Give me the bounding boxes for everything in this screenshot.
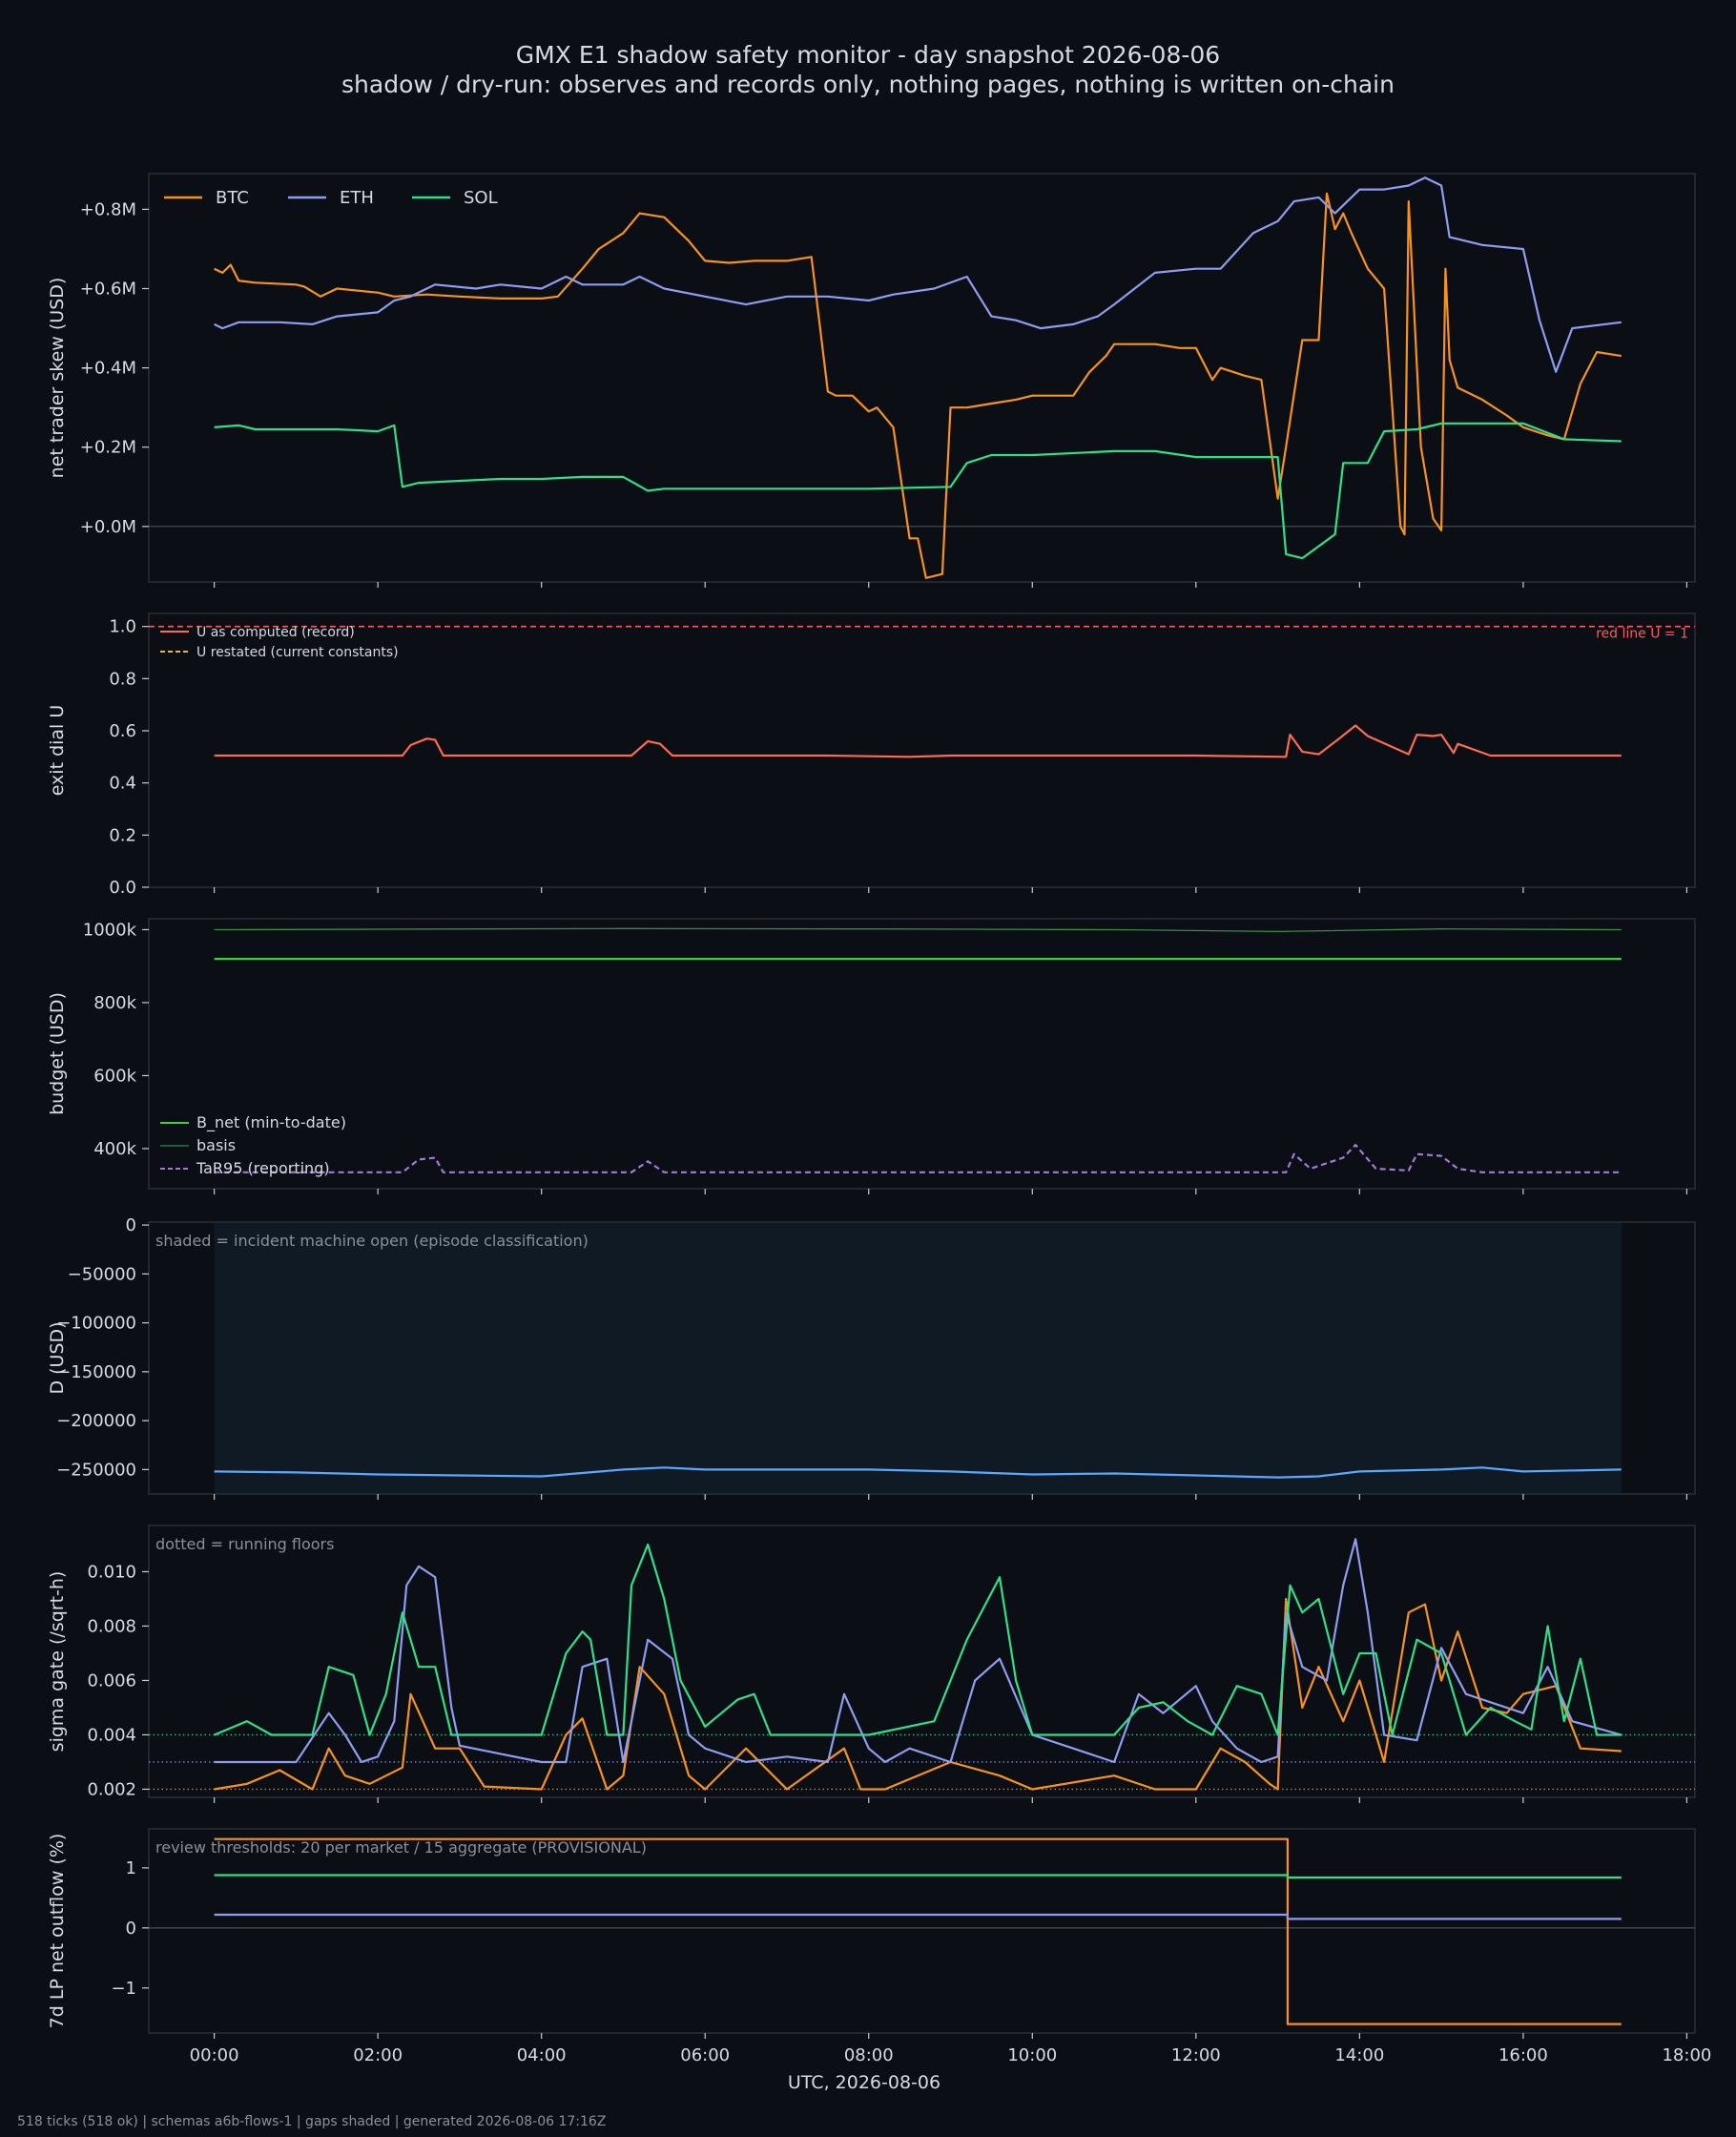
panel-frame — [148, 1525, 1696, 1798]
legend-entry: B_net (min-to-date) — [160, 1113, 346, 1132]
y-tick-label: −200000 — [56, 1411, 136, 1431]
y-tick-label: 400k — [93, 1139, 136, 1159]
figure-title: GMX E1 shadow safety monitor - day snaps… — [516, 41, 1220, 69]
y-tick-label: −100000 — [56, 1314, 136, 1334]
y-tick-label: 800k — [93, 993, 136, 1013]
legend-label: ETH — [340, 188, 374, 208]
series-line-sol — [214, 1543, 1622, 1736]
y-tick-label: −250000 — [56, 1460, 136, 1480]
panel-3: 400k 600k 800k 1000k budget (USD) B_net (min-… — [47, 918, 1696, 1194]
legend-entry: BTC — [164, 188, 249, 208]
y-tick-label: +0.2M — [80, 438, 136, 458]
y-axis-label: sigma gate (/sqrt-h) — [47, 1571, 68, 1753]
x-tick-label: 04:00 — [517, 2045, 567, 2065]
panel-annotation: dotted = running floors — [155, 1535, 334, 1553]
y-tick-label: 0.010 — [87, 1562, 136, 1582]
series-line-sol — [214, 422, 1622, 560]
y-tick-label: +0.0M — [80, 517, 136, 537]
x-axis-label: UTC, 2026-08-06 — [788, 2072, 940, 2093]
x-tick-label: 14:00 — [1334, 2045, 1384, 2065]
y-tick-label: 1000k — [83, 920, 137, 940]
series-line-eth — [214, 176, 1622, 373]
y-tick-label: 0.6 — [109, 721, 136, 741]
y-axis-label: exit dial U — [47, 705, 68, 797]
y-tick-label: −1 — [111, 1979, 136, 1999]
panel-5: 0.002 0.004 0.006 0.008 0.010 sigma gate (/sq… — [47, 1525, 1696, 1803]
x-tick-label: 18:00 — [1662, 2045, 1711, 2065]
series-line-u — [214, 724, 1622, 758]
legend-label: U restated (current constants) — [196, 645, 399, 660]
panel-frame — [148, 173, 1696, 583]
y-tick-label: 0.004 — [87, 1725, 136, 1745]
series-line-btc — [214, 1837, 1622, 2025]
y-tick-label: +0.6M — [80, 280, 136, 300]
panel-frame — [148, 1221, 1696, 1495]
legend-entry: basis — [160, 1136, 236, 1154]
series-line-basis — [214, 927, 1622, 933]
y-tick-label: 0.0 — [109, 878, 136, 898]
y-axis-label: D (USD) — [47, 1321, 68, 1394]
series-line-tar95 — [214, 1143, 1622, 1173]
panel-frame — [148, 918, 1696, 1190]
y-axis-label: net trader skew (USD) — [47, 278, 68, 479]
legend-label: TaR95 (reporting) — [196, 1159, 330, 1177]
legend-entry: TaR95 (reporting) — [160, 1159, 330, 1177]
series-line-btc — [214, 1597, 1622, 1791]
x-tick-label: 02:00 — [353, 2045, 403, 2065]
y-tick-label: 0 — [126, 1215, 136, 1235]
x-tick-label: 08:00 — [844, 2045, 894, 2065]
y-tick-label: 1 — [126, 1858, 136, 1878]
y-axis-label: budget (USD) — [47, 992, 68, 1115]
legend-entry: SOL — [412, 188, 498, 208]
red-line-label: red line U = 1 — [1596, 627, 1688, 642]
legend-label: U as computed (record) — [196, 625, 355, 640]
footer-status: 518 ticks (518 ok) | schemas a6b-flows-1… — [17, 2114, 606, 2129]
x-tick-label: 16:00 — [1498, 2045, 1548, 2065]
y-tick-label: +0.8M — [80, 199, 136, 219]
panel-6: −1 0 1 00:00 02:00 04:00 06:00 08:00 10:00 12:00 1… — [47, 1828, 1711, 2065]
panel-1: +0.0M +0.2M +0.4M +0.6M +0.8M net trader skew… — [47, 173, 1696, 588]
y-axis-label: 7d LP net outflow (%) — [47, 1834, 68, 2029]
y-tick-label: 0.2 — [109, 825, 136, 845]
panel-frame — [148, 612, 1696, 888]
x-tick-label: 10:00 — [1007, 2045, 1057, 2065]
series-line-sol — [214, 1874, 1622, 1879]
figure-subtitle: shadow / dry-run: observes and records o… — [341, 71, 1395, 98]
incident-shade — [214, 1223, 1622, 1493]
y-tick-label: 0.4 — [109, 774, 136, 794]
legend-label: SOL — [464, 188, 498, 208]
series-line-eth — [214, 1913, 1622, 1920]
panel-annotation: review thresholds: 20 per market / 15 ag… — [155, 1838, 647, 1857]
legend-entry: ETH — [288, 188, 374, 208]
x-tick-label: 06:00 — [680, 2045, 730, 2065]
y-tick-label: 0 — [126, 1919, 136, 1939]
y-tick-label: +0.4M — [80, 359, 136, 379]
x-tick-label: 12:00 — [1171, 2045, 1221, 2065]
y-tick-label: 0.8 — [109, 669, 136, 689]
y-tick-label: 0.006 — [87, 1670, 136, 1691]
legend-label: B_net (min-to-date) — [196, 1113, 346, 1132]
y-tick-label: 0.002 — [87, 1779, 136, 1799]
legend-label: BTC — [216, 188, 249, 208]
panel-annotation: shaded = incident machine open (episode … — [155, 1232, 589, 1250]
y-tick-label: −50000 — [68, 1264, 136, 1284]
y-tick-label: 600k — [93, 1066, 136, 1086]
y-tick-label: 1.0 — [109, 617, 136, 637]
legend-label: basis — [196, 1136, 236, 1154]
y-tick-label: −150000 — [56, 1362, 136, 1382]
legend-entry: U as computed (record) — [160, 625, 355, 640]
series-line-btc — [214, 192, 1622, 579]
x-tick-label: 00:00 — [190, 2045, 239, 2065]
panel-2: 0.0 0.2 0.4 0.6 0.8 1.0 exit dial U red line U … — [47, 612, 1696, 898]
y-tick-label: 0.008 — [87, 1616, 136, 1636]
panel-frame — [148, 1828, 1696, 2034]
series-line-eth — [214, 1538, 1622, 1764]
panel-4: 0 −50000 −100000 −150000 −200000 −250000 D (US… — [47, 1215, 1696, 1500]
legend-entry: U restated (current constants) — [160, 645, 399, 660]
series-line-d — [214, 1466, 1622, 1479]
panels: +0.0M +0.2M +0.4M +0.6M +0.8M net trader skew… — [47, 173, 1711, 2065]
